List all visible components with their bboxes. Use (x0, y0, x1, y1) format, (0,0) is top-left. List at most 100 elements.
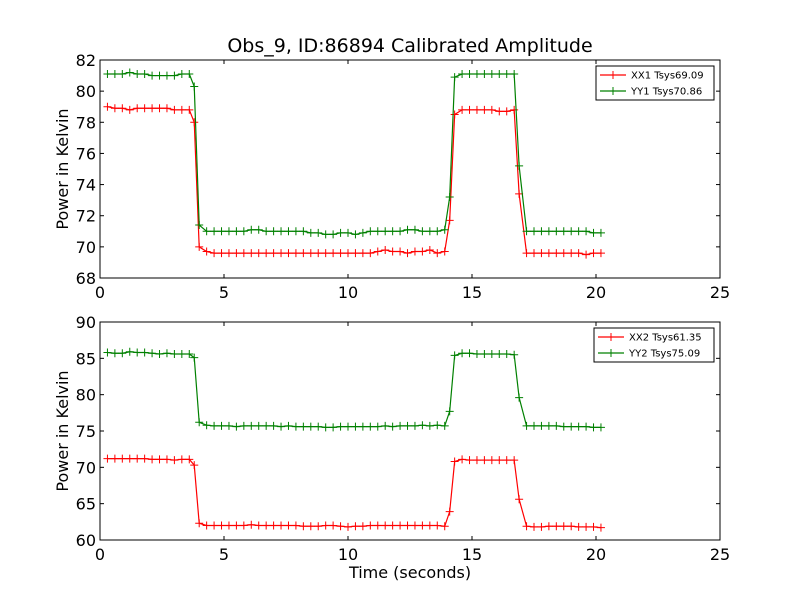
data-point (262, 521, 271, 530)
data-point (544, 421, 553, 430)
data-point (239, 421, 248, 430)
x-tick-label: 25 (710, 545, 730, 564)
data-point (559, 522, 568, 531)
data-point (306, 422, 315, 431)
y-tick-label: 65 (76, 495, 96, 514)
data-point (224, 521, 233, 530)
data-point (445, 216, 454, 225)
legend-entry: XX2 Tsys61.35 (598, 333, 702, 344)
data-point (487, 105, 496, 114)
x-tick-label: 25 (710, 283, 730, 302)
y-axis-label: Power in Kelvin (53, 370, 72, 491)
data-point (433, 249, 442, 258)
data-point (465, 105, 474, 114)
data-point (495, 456, 504, 465)
data-point (336, 249, 345, 258)
legend-entry: YY1 Tsys70.86 (600, 87, 702, 98)
data-point (502, 70, 511, 79)
data-point (458, 455, 467, 464)
data-point (329, 230, 338, 239)
data-point (366, 422, 375, 431)
data-point (358, 522, 367, 531)
data-point (381, 227, 390, 236)
series-1-0 (103, 454, 605, 532)
data-point (530, 227, 538, 236)
data-point (440, 421, 449, 430)
data-point (465, 456, 474, 465)
data-point (480, 70, 489, 79)
data-point (329, 423, 338, 432)
data-point (202, 421, 211, 430)
data-point (537, 421, 546, 430)
y-tick-label: 60 (76, 531, 96, 550)
y-tick-label: 70 (76, 458, 96, 477)
data-point (574, 522, 583, 531)
data-point (314, 249, 323, 258)
data-point (269, 421, 278, 430)
data-point (118, 349, 127, 358)
data-point (440, 225, 449, 234)
data-point (195, 242, 204, 251)
data-point (552, 249, 561, 258)
data-point (373, 422, 382, 431)
data-point (140, 454, 149, 463)
data-point (329, 249, 338, 258)
data-point (351, 422, 360, 431)
data-point (269, 521, 278, 530)
data-point (247, 421, 256, 430)
data-point (458, 105, 467, 114)
data-point (403, 521, 412, 530)
data-point (321, 249, 330, 258)
x-axis-label: Time (seconds) (348, 563, 471, 582)
data-point (410, 521, 419, 530)
data-point (410, 225, 419, 234)
data-point (224, 421, 233, 430)
data-point (103, 348, 112, 357)
data-point (155, 349, 164, 358)
legend-marker (607, 333, 615, 341)
data-point (515, 161, 524, 170)
y-tick-label: 82 (76, 51, 96, 70)
data-point (403, 421, 412, 430)
data-point (403, 225, 412, 234)
data-point (425, 421, 434, 430)
data-point (445, 407, 454, 416)
data-point (148, 455, 157, 464)
data-point (170, 456, 179, 465)
data-point (582, 250, 591, 259)
data-point (110, 104, 119, 113)
data-point (487, 456, 496, 465)
legend-entry: YY2 Tsys75.09 (598, 349, 700, 360)
data-point (269, 227, 278, 236)
y-tick-label: 80 (76, 82, 96, 101)
data-point (589, 423, 598, 432)
data-point (351, 522, 360, 531)
data-point (133, 70, 142, 79)
data-point (472, 456, 481, 465)
top-panel: 0 5 10 15 20 25 68 70 72 74 76 78 80 82 Power in Kelvi… (53, 51, 730, 302)
data-point (510, 350, 519, 359)
data-point (202, 521, 211, 530)
data-point (277, 227, 286, 236)
data-point (418, 421, 427, 430)
data-point (388, 227, 397, 236)
data-point (103, 70, 112, 79)
data-point (582, 422, 591, 431)
data-point (351, 230, 360, 239)
data-point (336, 522, 345, 531)
data-point (450, 110, 459, 119)
data-point (472, 105, 481, 114)
data-point (472, 349, 481, 358)
data-point (381, 421, 390, 430)
data-point (344, 522, 352, 531)
data-point (162, 455, 171, 464)
data-point (358, 228, 367, 237)
data-point (103, 102, 112, 111)
y-tick-label: 75 (76, 422, 96, 441)
data-point (544, 227, 553, 236)
data-point (185, 70, 194, 79)
data-point (140, 348, 149, 357)
data-point (530, 421, 538, 430)
data-point (403, 249, 412, 258)
data-point (530, 522, 538, 531)
